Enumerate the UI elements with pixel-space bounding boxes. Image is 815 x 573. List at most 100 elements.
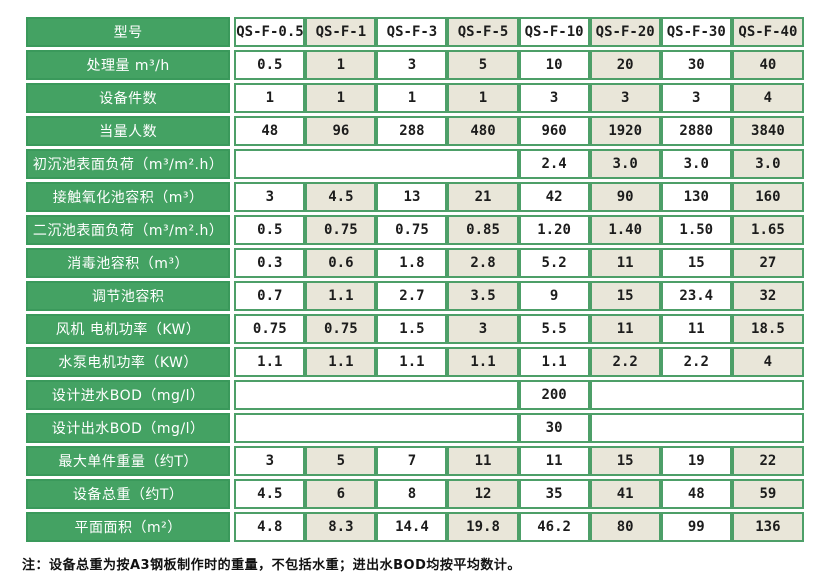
value-cell: 0.7 [234,281,306,311]
row-label: 设备总重（约T） [26,479,231,509]
table-row: 平面面积（m²） 4.8 8.3 14.4 19.8 46.2 80 99 136 [26,512,804,542]
value-cell: 41 [589,479,661,509]
value-cell: 0.6 [305,248,377,278]
model-header-cell: QS-F-30 [660,17,732,47]
table-row: 消毒池容积（m³） 0.3 0.6 1.8 2.8 5.2 11 15 27 [26,248,804,278]
value-cell: 46.2 [518,512,590,542]
model-header-cell: QS-F-10 [518,17,590,47]
model-header-row: 型号 QS-F-0.5 QS-F-1 QS-F-3 QS-F-5 QS-F-10 QS-F-… [26,17,804,47]
table-row: 当量人数 48 96 288 480 960 1920 2880 3840 [26,116,804,146]
row-label: 处理量 m³/h [26,50,231,80]
value-cell: 1.5 [376,314,448,344]
value-cell: 4.5 [305,182,377,212]
value-cell: 1.1 [447,347,519,377]
value-cell: 15 [589,446,661,476]
value-cell: 1 [376,83,448,113]
value-cell: 1 [447,83,519,113]
footnote: 注：设备总重为按A3钢板制作时的重量，不包括水重；进出水BOD均按平均数计。 [22,558,521,573]
value-cell: 0.85 [447,215,519,245]
value-cell: 19.8 [447,512,519,542]
value-cell: 5.5 [518,314,590,344]
table-row: 设计进水BOD（mg/l） 200 [26,380,804,410]
value-cell: 1 [305,50,377,80]
value-cell: 3 [589,83,661,113]
value-cell: 1.20 [518,215,590,245]
value-cell: 18.5 [731,314,804,344]
table-row: 水泵电机功率（KW） 1.1 1.1 1.1 1.1 1.1 2.2 2.2 4 [26,347,804,377]
value-cell: 15 [660,248,732,278]
row-label-model: 型号 [26,17,231,47]
value-cell: 8.3 [305,512,377,542]
table-row: 风机 电机功率（KW） 0.75 0.75 1.5 3 5.5 11 11 18.5 [26,314,804,344]
value-cell: 0.75 [305,215,377,245]
row-label: 平面面积（m²） [26,512,231,542]
row-label: 初沉池表面负荷（m³/m².h） [26,149,231,179]
value-cell: 0.3 [234,248,306,278]
value-cell: 40 [731,50,804,80]
value-cell: 19 [660,446,732,476]
model-header-cell: QS-F-3 [376,17,448,47]
value-cell: 10 [518,50,590,80]
value-cell: 27 [731,248,804,278]
merged-empty-cell [234,380,519,410]
value-cell: 23.4 [660,281,732,311]
value-cell: 5.2 [518,248,590,278]
value-cell: 3 [234,446,306,476]
value-cell: 160 [731,182,804,212]
value-cell: 35 [518,479,590,509]
value-cell: 20 [589,50,661,80]
value-cell: 130 [660,182,732,212]
value-cell: 1.1 [305,347,377,377]
table-head: 型号 QS-F-0.5 QS-F-1 QS-F-3 QS-F-5 QS-F-10 QS-F-… [26,17,804,47]
value-cell: 2.2 [589,347,661,377]
value-cell: 2.8 [447,248,519,278]
value-cell: 3 [234,182,306,212]
value-cell: 3 [660,83,732,113]
value-cell: 5 [305,446,377,476]
spec-table: 型号 QS-F-0.5 QS-F-1 QS-F-3 QS-F-5 QS-F-10 QS-F-… [26,14,804,545]
value-cell: 22 [731,446,804,476]
value-cell: 3 [376,50,448,80]
value-cell: 1920 [589,116,661,146]
row-label: 当量人数 [26,116,231,146]
value-cell: 5 [447,50,519,80]
row-label: 设计出水BOD（mg/l） [26,413,231,443]
value-cell: 0.75 [305,314,377,344]
value-cell: 288 [376,116,448,146]
value-cell: 6 [305,479,377,509]
value-cell: 2880 [660,116,732,146]
value-cell: 42 [518,182,590,212]
table-row: 设备件数 1 1 1 1 3 3 3 4 [26,83,804,113]
table-row: 调节池容积 0.7 1.1 2.7 3.5 9 15 23.4 32 [26,281,804,311]
model-header-cell: QS-F-1 [305,17,377,47]
value-cell: 1.50 [660,215,732,245]
merged-empty-cell [589,380,804,410]
value-cell: 90 [589,182,661,212]
value-cell: 1.1 [234,347,306,377]
value-cell: 0.75 [234,314,306,344]
value-cell: 3.5 [447,281,519,311]
value-cell: 13 [376,182,448,212]
value-cell: 3.0 [589,149,661,179]
value-cell: 1 [305,83,377,113]
value-cell: 11 [518,446,590,476]
value-cell: 1.8 [376,248,448,278]
table-row: 二沉池表面负荷（m³/m².h） 0.5 0.75 0.75 0.85 1.20 1.40 1… [26,215,804,245]
model-header-cell: QS-F-5 [447,17,519,47]
value-cell: 0.5 [234,50,306,80]
row-label: 水泵电机功率（KW） [26,347,231,377]
value-cell: 4.5 [234,479,306,509]
value-cell: 3 [447,314,519,344]
row-label: 调节池容积 [26,281,231,311]
value-cell: 11 [660,314,732,344]
value-cell: 21 [447,182,519,212]
value-cell: 80 [589,512,661,542]
table-row: 设备总重（约T） 4.5 6 8 12 35 41 48 59 [26,479,804,509]
value-cell: 48 [234,116,306,146]
value-cell: 0.75 [376,215,448,245]
value-cell: 48 [660,479,732,509]
value-cell: 9 [518,281,590,311]
value-cell: 200 [518,380,590,410]
value-cell: 30 [518,413,590,443]
